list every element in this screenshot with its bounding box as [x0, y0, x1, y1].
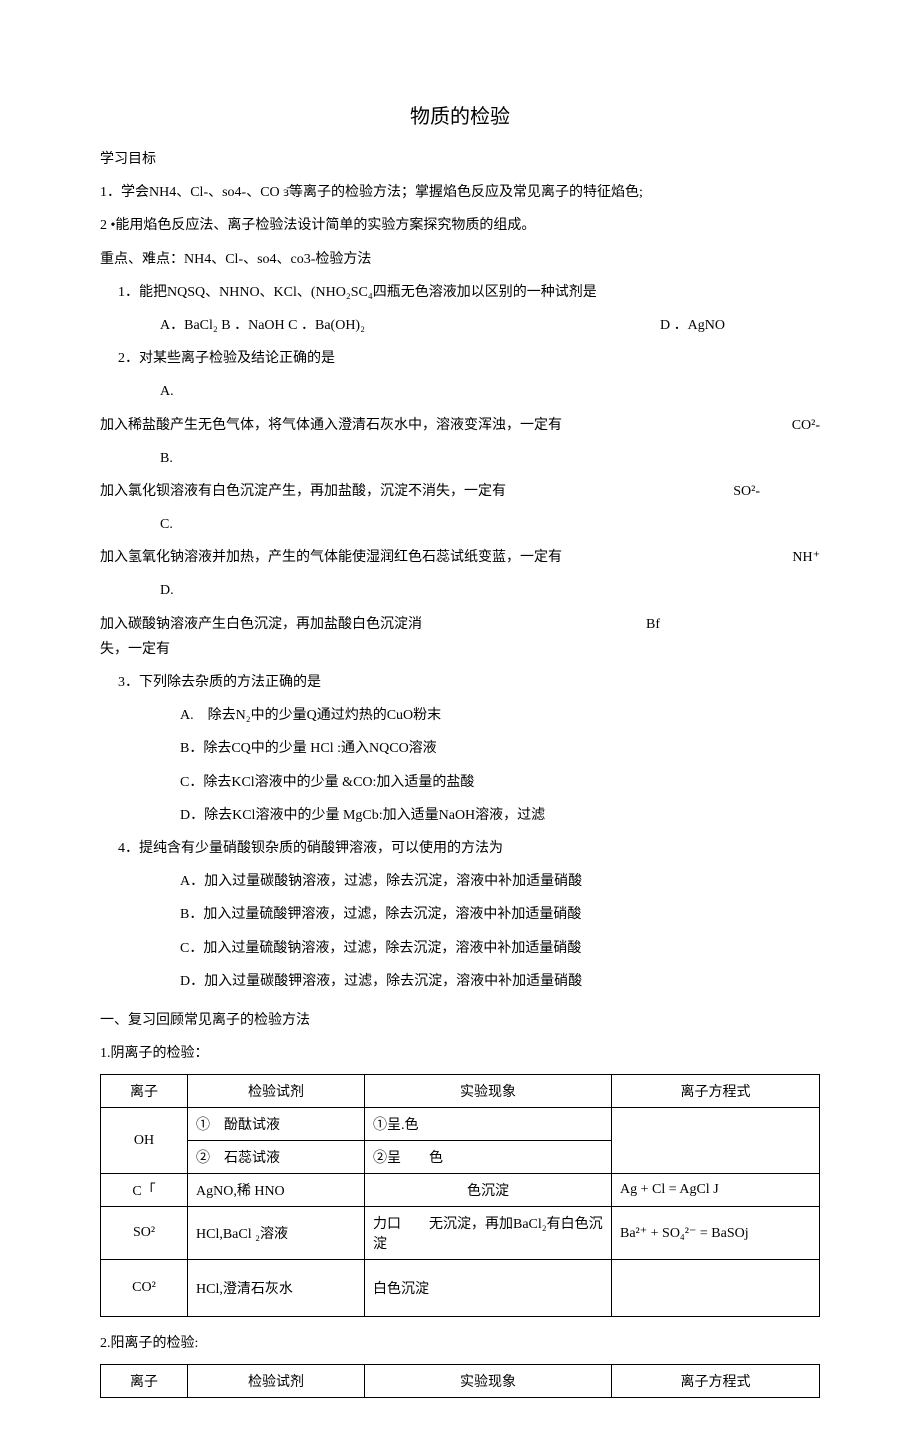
document-page: 物质的检验 学习目标 1．学会NH4、Cl-、so4-、CO ɜ̄等离子的检验方… — [0, 0, 920, 1438]
cell-ion-so4: SO² — [101, 1207, 188, 1260]
review-heading: 一、复习回顾常见离子的检验方法 — [100, 1008, 820, 1033]
q2-c-text: 加入氢氧化钠溶液并加热，产生的气体能使湿润红色石蕊试纸变蓝，一定有 — [100, 545, 562, 570]
q1-stem: 1．能把NQSQ、NHNO、KCl、(NHO₂SC₄四瓶无色溶液加以区别的一种试… — [100, 280, 820, 305]
table-row: CO² HCl,澄清石灰水 白色沉淀 — [101, 1260, 820, 1317]
q4-d: D．加入过量碳酸钾溶液，过滤，除去沉淀，溶液中补加适量硝酸 — [100, 969, 820, 994]
q2-c-ion: NH⁺ — [700, 545, 820, 570]
cell-ion-co3: CO² — [101, 1260, 188, 1317]
q4-c: C．加入过量硫酸钠溶液，过滤，除去沉淀，溶液中补加适量硝酸 — [100, 936, 820, 961]
q1-opt-abc: A．BaCl₂ B ．NaOH C ．Ba(OH)₂ — [160, 313, 500, 338]
cell-reagent-so4: HCl,BaCl ₂溶液 — [188, 1207, 365, 1260]
q2-a-ion: CO²- — [700, 413, 820, 438]
q4-b: B．加入过量硫酸钾溶液，过滤，除去沉淀，溶液中补加适量硝酸 — [100, 902, 820, 927]
cell-eq-so4: Ba²⁺ + SO₄²⁻ = BaSOj — [612, 1207, 820, 1260]
cell-phen-co3: 白色沉淀 — [365, 1260, 612, 1317]
cell-eq-cl: Ag + Cl = AgCl J — [612, 1174, 820, 1207]
cell-eq-co3 — [612, 1260, 820, 1317]
q2-b-ion: SO²- — [580, 479, 820, 504]
q2-b: 加入氯化钡溶液有白色沉淀产生，再加盐酸，沉淀不消失，一定有 SO²- — [100, 479, 820, 504]
q3-d: D．除去KCl溶液中的少量 MgCb:加入适量NaOH溶液，过滤 — [100, 803, 820, 828]
cell-phen-oh2: ②呈 色 — [365, 1141, 612, 1174]
cell-ion-oh: OH — [101, 1108, 188, 1174]
cell-reagent-co3: HCl,澄清石灰水 — [188, 1260, 365, 1317]
cell-phen-cl: 色沉淀 — [365, 1174, 612, 1207]
cell-reagent-cl: AgNO,稀 HNO — [188, 1174, 365, 1207]
cell-eq-oh — [612, 1108, 820, 1174]
col-reagent: 检验试剂 — [188, 1365, 365, 1398]
q4-stem: 4．提纯含有少量硝酸钡杂质的硝酸钾溶液，可以使用的方法为 — [100, 836, 820, 861]
cell-reagent-oh1: ① 酚酞试液 — [188, 1108, 365, 1141]
table-header-row: 离子 检验试剂 实验现象 离子方程式 — [101, 1365, 820, 1398]
q2-b-label: B. — [100, 446, 820, 471]
q1-options: A．BaCl₂ B ．NaOH C ．Ba(OH)₂ D ．AgNO — [100, 313, 820, 338]
keypoints: 重点、难点：NH4、Cl-、so4、co3-检验方法 — [100, 247, 820, 272]
cell-phen-so4: 力口 无沉淀，再加BaCl₂有白色沉淀 — [365, 1207, 612, 1260]
col-ion: 离子 — [101, 1075, 188, 1108]
q2-c: 加入氢氧化钠溶液并加热，产生的气体能使湿润红色石蕊试纸变蓝，一定有 NH⁺ — [100, 545, 820, 570]
col-equation: 离子方程式 — [612, 1075, 820, 1108]
q3-a: A. 除去N₂中的少量Q通过灼热的CuO粉末 — [100, 703, 820, 728]
page-title: 物质的检验 — [100, 100, 820, 129]
cell-phen-oh1: ①呈.色 — [365, 1108, 612, 1141]
q3-stem: 3．下列除去杂质的方法正确的是 — [100, 670, 820, 695]
q2-b-text: 加入氯化钡溶液有白色沉淀产生，再加盐酸，沉淀不消失，一定有 — [100, 479, 506, 504]
q2-a-text: 加入稀盐酸产生无色气体，将气体通入澄清石灰水中，溶液变浑浊，一定有 — [100, 413, 562, 438]
col-ion: 离子 — [101, 1365, 188, 1398]
q3-b: B．除去CQ中的少量 HCl :通入NQCO溶液 — [100, 736, 820, 761]
cation-heading: 2.阳离子的检验: — [100, 1331, 820, 1356]
table-row: OH ① 酚酞试液 ①呈.色 — [101, 1108, 820, 1141]
goals-heading: 学习目标 — [100, 147, 820, 172]
col-reagent: 检验试剂 — [188, 1075, 365, 1108]
goal-1: 1．学会NH4、Cl-、so4-、CO ɜ̄等离子的检验方法；掌握焰色反应及常见… — [100, 180, 820, 205]
table-header-row: 离子 检验试剂 实验现象 离子方程式 — [101, 1075, 820, 1108]
q2-d-label: D. — [100, 578, 820, 603]
cell-reagent-oh2: ② 石蕊试液 — [188, 1141, 365, 1174]
q2-a: 加入稀盐酸产生无色气体，将气体通入澄清石灰水中，溶液变浑浊，一定有 CO²- — [100, 413, 820, 438]
q2-d-ion: Bf — [447, 612, 820, 662]
q1-opt-d: D ．AgNO — [500, 313, 820, 338]
q2-c-label: C. — [100, 512, 820, 537]
q3-c: C．除去KCl溶液中的少量 &CO:加入适量的盐酸 — [100, 770, 820, 795]
col-phenomenon: 实验现象 — [365, 1075, 612, 1108]
anion-heading: 1.阴离子的检验： — [100, 1041, 820, 1066]
cell-ion-cl: C「 — [101, 1174, 188, 1207]
goal-2: 2 •能用焰色反应法、离子检验法设计简单的实验方案探究物质的组成。 — [100, 213, 820, 238]
q2-d-text: 加入碳酸钠溶液产生白色沉淀，再加盐酸白色沉淀消失，一定有 — [100, 612, 447, 662]
cation-table: 离子 检验试剂 实验现象 离子方程式 — [100, 1364, 820, 1398]
anion-table: 离子 检验试剂 实验现象 离子方程式 OH ① 酚酞试液 ①呈.色 ② 石蕊试液… — [100, 1074, 820, 1317]
table-row: SO² HCl,BaCl ₂溶液 力口 无沉淀，再加BaCl₂有白色沉淀 Ba²… — [101, 1207, 820, 1260]
col-phenomenon: 实验现象 — [365, 1365, 612, 1398]
q4-a: A．加入过量碳酸钠溶液，过滤，除去沉淀，溶液中补加适量硝酸 — [100, 869, 820, 894]
q2-d: 加入碳酸钠溶液产生白色沉淀，再加盐酸白色沉淀消失，一定有 Bf — [100, 612, 820, 662]
q2-a-label: A. — [100, 379, 820, 404]
q2-stem: 2．对某些离子检验及结论正确的是 — [100, 346, 820, 371]
table-row: C「 AgNO,稀 HNO 色沉淀 Ag + Cl = AgCl J — [101, 1174, 820, 1207]
col-equation: 离子方程式 — [612, 1365, 820, 1398]
